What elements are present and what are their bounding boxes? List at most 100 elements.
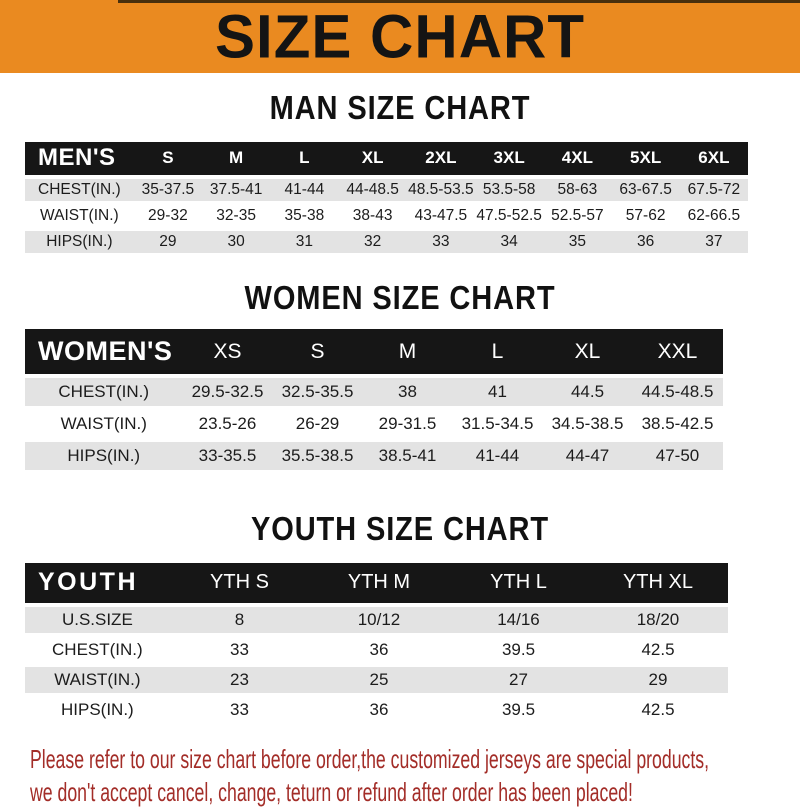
value-cell: 31: [295, 232, 313, 250]
value-cell: 38.5-42.5: [641, 414, 714, 434]
footer-note: Please refer to our size chart before or…: [30, 743, 798, 809]
value-cell: 35: [568, 232, 586, 250]
youth-chart-heading: YOUTH SIZE CHART: [250, 510, 550, 548]
value-cell: 29.5-32.5: [191, 382, 264, 402]
value-cell: XL: [361, 148, 384, 168]
value-cell: 23.5-26: [198, 414, 257, 434]
value-cell: 2XL: [425, 148, 457, 168]
value-cell: 44-48.5: [346, 180, 399, 198]
value-cell: XL: [574, 339, 601, 363]
row-label-cell: CHEST(IN.): [58, 382, 150, 402]
value-cell: 41-44: [475, 446, 520, 466]
row-label-cell: CHEST(IN.): [38, 180, 121, 198]
value-cell: 37: [705, 232, 723, 250]
value-cell: 62-66.5: [687, 206, 741, 224]
value-cell: XXL: [657, 339, 698, 363]
value-cell: 38.5-41: [378, 446, 437, 466]
value-cell: 35-38: [284, 206, 325, 224]
value-cell: 38: [398, 382, 417, 402]
value-cell: 67.5-72: [687, 180, 741, 198]
header-banner: SIZE CHART: [0, 0, 800, 73]
corner-label-cell: WOMEN'S: [38, 336, 173, 367]
table-row: HIPS(IN.) 29 30 31 32 33 34 35 36 37: [25, 230, 775, 253]
row-label-cell: WAIST(IN.): [54, 669, 141, 689]
value-cell: 39.5: [501, 639, 536, 659]
table-header-row: WOMEN'S XS S M L XL XXL: [25, 329, 775, 375]
value-cell: 8: [234, 609, 245, 629]
table-row: HIPS(IN.) 33 36 39.5 42.5: [25, 696, 775, 723]
value-cell: 32.5-35.5: [281, 382, 354, 402]
value-cell: 26-29: [295, 414, 340, 434]
value-cell: 42.5: [641, 699, 675, 719]
table-row: U.S.SIZE 8 10/12 14/16 18/20: [25, 606, 775, 633]
value-cell: 33: [432, 232, 450, 250]
table-row: HIPS(IN.) 33-35.5 35.5-38.5 38.5-41 41-44 44-…: [25, 442, 775, 471]
table-header-row: MEN'S S M L XL 2XL 3XL 4XL 5XL 6XL: [25, 141, 775, 175]
mens-size-table: MEN'S S M L XL 2XL 3XL 4XL 5XL 6XL CHEST(IN.) 35-3…: [25, 138, 775, 257]
row-label-cell: WAIST(IN.): [40, 206, 119, 224]
value-cell: 6XL: [698, 148, 730, 168]
row-label-cell: WAIST(IN.): [60, 414, 147, 434]
table-row: CHEST(IN.) 33 36 39.5 42.5: [25, 636, 775, 663]
value-cell: 36: [369, 699, 389, 719]
value-cell: YTH M: [347, 571, 411, 594]
value-cell: 33: [230, 699, 249, 719]
value-cell: 18/20: [636, 609, 680, 629]
value-cell: L: [491, 339, 504, 363]
womens-size-table: WOMEN'S XS S M L XL XXL CHEST(IN.) 29.5-32.5 32.…: [25, 325, 775, 474]
value-cell: 33: [230, 639, 249, 659]
value-cell: 29-32: [148, 206, 188, 224]
value-cell: 53.5-58: [482, 180, 536, 198]
value-cell: 5XL: [630, 148, 662, 168]
value-cell: 23: [230, 669, 249, 689]
value-cell: 30: [227, 232, 245, 250]
value-cell: 25: [369, 669, 389, 689]
value-cell: S: [310, 339, 325, 363]
value-cell: 44.5-48.5: [641, 382, 714, 402]
value-cell: YTH XL: [622, 571, 693, 594]
table-header-row: YOUTH YTH S YTH M YTH L YTH XL: [25, 562, 775, 603]
value-cell: 32: [364, 232, 382, 250]
value-cell: S: [162, 148, 174, 168]
value-cell: 35-37.5: [141, 180, 195, 198]
value-cell: 44.5: [570, 382, 605, 402]
value-cell: 36: [637, 232, 655, 250]
page-title: SIZE CHART: [215, 1, 585, 71]
table-row: WAIST(IN.) 23.5-26 26-29 29-31.5 31.5-34.5 34…: [25, 410, 775, 439]
value-cell: 35.5-38.5: [281, 446, 354, 466]
row-label-cell: CHEST(IN.): [52, 639, 143, 659]
value-cell: 63-67.5: [619, 180, 672, 198]
value-cell: 47.5-52.5: [476, 206, 542, 224]
footer-note-line2: we don't accept cancel, change, teturn o…: [30, 777, 633, 808]
row-label-cell: U.S.SIZE: [61, 609, 133, 629]
value-cell: 38-43: [352, 206, 393, 224]
corner-label-cell: MEN'S: [38, 144, 116, 172]
value-cell: YTH S: [210, 571, 269, 594]
value-cell: 42.5: [641, 639, 675, 659]
value-cell: 27: [509, 669, 528, 689]
value-cell: M: [398, 339, 417, 363]
banner-top-line: [118, 0, 800, 3]
row-label-cell: HIPS(IN.): [46, 232, 113, 250]
value-cell: 10/12: [357, 609, 401, 629]
value-cell: 34: [500, 232, 518, 250]
table-row: WAIST(IN.) 29-32 32-35 35-38 38-43 43-47.5 47.…: [25, 204, 775, 227]
value-cell: L: [299, 148, 310, 168]
value-cell: 57-62: [625, 206, 666, 224]
row-label-cell: HIPS(IN.): [67, 446, 141, 466]
value-cell: 34.5-38.5: [551, 414, 624, 434]
value-cell: 33-35.5: [198, 446, 257, 466]
footer-note-line1: Please refer to our size chart before or…: [30, 743, 710, 774]
value-cell: M: [229, 148, 244, 168]
table-row: CHEST(IN.) 35-37.5 37.5-41 41-44 44-48.5 48.5…: [25, 178, 775, 201]
value-cell: XS: [213, 339, 242, 363]
womens-chart-heading: WOMEN SIZE CHART: [244, 278, 556, 316]
value-cell: 47-50: [655, 446, 700, 466]
value-cell: 31.5-34.5: [461, 414, 534, 434]
corner-label-cell: YOUTH: [38, 568, 138, 597]
value-cell: YTH L: [490, 571, 547, 594]
value-cell: 29: [648, 669, 668, 689]
row-label-cell: HIPS(IN.): [61, 699, 134, 719]
value-cell: 41-44: [284, 180, 325, 198]
